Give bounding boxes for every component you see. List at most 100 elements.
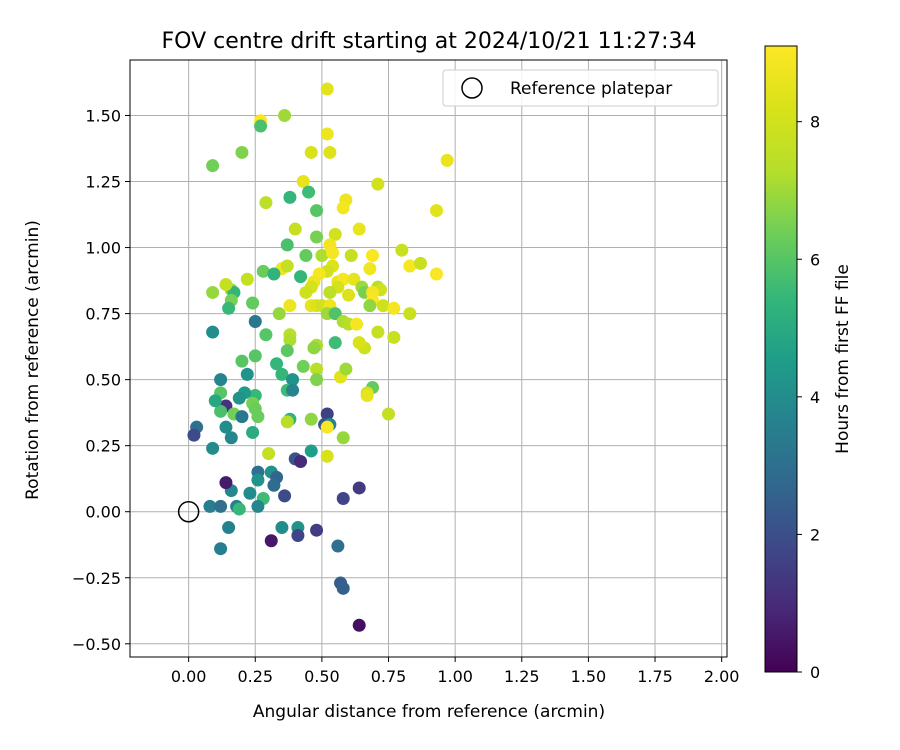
data-point — [366, 248, 380, 262]
data-point — [286, 383, 300, 397]
data-point — [299, 285, 313, 299]
data-point — [235, 145, 249, 159]
y-tick-label: 0.50 — [85, 371, 121, 390]
data-point — [360, 388, 374, 402]
data-point — [214, 542, 228, 556]
data-point — [187, 428, 201, 442]
data-point — [222, 521, 236, 535]
data-point — [352, 222, 366, 236]
data-point — [310, 523, 324, 537]
data-point — [286, 373, 300, 387]
data-point — [280, 415, 294, 429]
data-point — [387, 301, 401, 315]
data-point — [320, 420, 334, 434]
x-tick-label: 2.00 — [704, 667, 740, 686]
data-point — [328, 307, 342, 321]
data-point — [429, 204, 443, 218]
data-point — [336, 431, 350, 445]
x-tick-label: 1.00 — [437, 667, 473, 686]
data-point — [310, 230, 324, 244]
y-tick-label: −0.50 — [72, 635, 121, 654]
data-point — [350, 317, 364, 331]
y-axis-label: Rotation from reference (arcmin) — [23, 220, 43, 500]
data-point — [280, 259, 294, 273]
data-point — [251, 473, 265, 487]
colorbar: 0 2 4 6 8 Hours from first FF file — [764, 45, 853, 682]
data-point — [440, 153, 454, 167]
data-point — [352, 336, 366, 350]
reference-marker-group — [177, 500, 200, 523]
x-tick-label: 0.25 — [237, 667, 273, 686]
data-point — [278, 489, 292, 503]
x-tick-label: 1.75 — [637, 667, 673, 686]
data-point — [328, 336, 342, 350]
data-point — [336, 201, 350, 215]
data-point — [264, 534, 278, 548]
data-point — [352, 481, 366, 495]
data-point — [347, 272, 361, 286]
data-point — [246, 425, 260, 439]
y-axis-ticks: −0.50 −0.25 0.00 0.25 0.50 0.75 1.00 1.25 1.50 — [72, 106, 130, 654]
data-point — [328, 227, 342, 241]
data-point — [275, 521, 289, 535]
data-point — [395, 243, 409, 257]
data-point — [208, 394, 222, 408]
legend-box — [442, 69, 719, 107]
data-point — [352, 618, 366, 632]
data-point — [296, 175, 310, 189]
data-point — [323, 145, 337, 159]
data-point — [222, 301, 236, 315]
data-point — [320, 407, 334, 421]
data-point — [315, 248, 329, 262]
x-tick-label: 1.25 — [504, 667, 540, 686]
data-point — [256, 264, 270, 278]
data-point — [219, 278, 233, 292]
data-point — [240, 367, 254, 381]
chart-title: FOV centre drift starting at 2024/10/21 … — [162, 29, 697, 54]
data-point — [294, 270, 308, 284]
data-point — [371, 325, 385, 339]
data-point — [278, 108, 292, 122]
data-point — [336, 581, 350, 595]
data-point — [429, 267, 443, 281]
data-point — [240, 272, 254, 286]
data-point — [371, 177, 385, 191]
data-point — [206, 285, 220, 299]
data-points — [187, 82, 454, 632]
data-point — [320, 127, 334, 141]
data-point — [376, 299, 390, 313]
data-point — [283, 190, 297, 204]
data-point — [206, 441, 220, 455]
y-tick-label: 1.50 — [85, 106, 121, 125]
y-tick-label: −0.25 — [72, 569, 121, 588]
data-point — [214, 404, 228, 418]
data-point — [262, 447, 276, 461]
colorbar-tick-label: 4 — [810, 388, 820, 407]
data-point — [291, 528, 305, 542]
data-point — [251, 410, 265, 424]
data-point — [323, 285, 337, 299]
data-point — [331, 539, 345, 553]
data-point — [302, 185, 316, 199]
data-point — [214, 499, 228, 513]
data-point — [304, 412, 318, 426]
data-point — [310, 373, 324, 387]
data-point — [232, 391, 246, 405]
data-point — [283, 333, 297, 347]
data-point — [267, 267, 281, 281]
data-point — [254, 119, 268, 133]
data-point — [248, 349, 262, 363]
data-point — [206, 159, 220, 173]
data-point — [299, 248, 313, 262]
x-tick-label: 0.50 — [304, 667, 340, 686]
x-axis-ticks: 0.00 0.25 0.50 0.75 1.00 1.25 1.50 1.75 2.00 — [171, 657, 740, 686]
data-point — [320, 82, 334, 96]
legend: Reference platepar — [442, 69, 719, 107]
data-point — [206, 325, 220, 339]
axes-frame — [129, 59, 728, 658]
data-point — [243, 486, 257, 500]
data-point — [246, 296, 260, 310]
x-tick-label: 0.75 — [371, 667, 407, 686]
legend-marker-reference — [461, 77, 483, 99]
